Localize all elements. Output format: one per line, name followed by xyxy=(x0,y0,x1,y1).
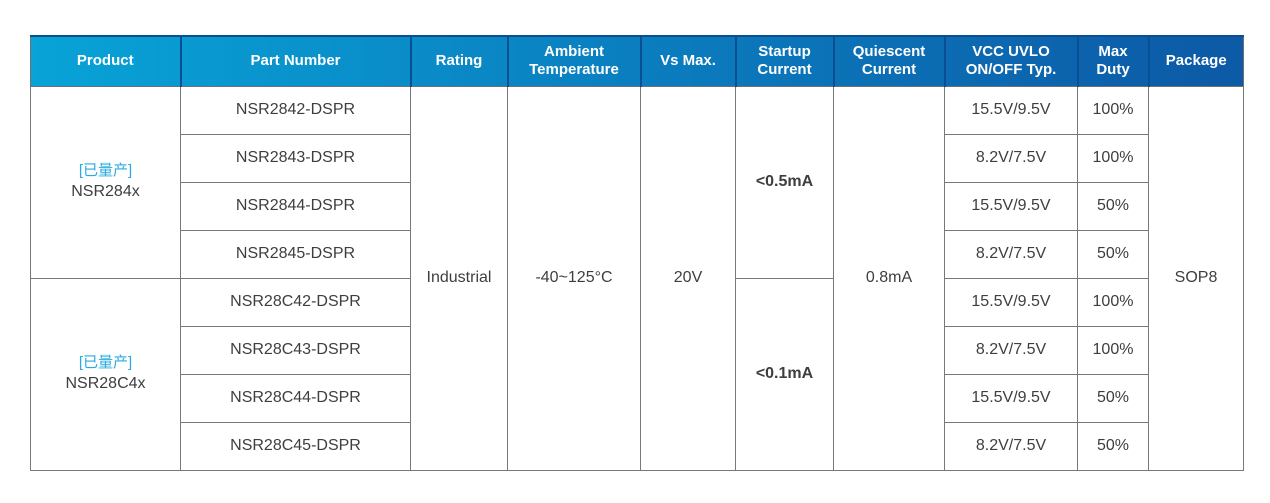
cell-max-duty: 100% xyxy=(1077,325,1149,375)
cell-product-group-2: [已量产] NSR28C4x xyxy=(30,277,181,471)
table-body: [已量产] NSR284x NSR2842-DSPR Industrial -4… xyxy=(30,85,1244,471)
cell-vcc-uvlo: 15.5V/9.5V xyxy=(944,373,1078,423)
cell-part-number: NSR28C44-DSPR xyxy=(180,373,411,423)
cell-part-number: NSR2842-DSPR xyxy=(180,85,411,135)
cell-max-duty: 100% xyxy=(1077,133,1149,183)
column-header-part-number: Part Number xyxy=(179,35,411,87)
product-name: NSR284x xyxy=(71,183,140,201)
column-header-rating: Rating xyxy=(409,35,508,87)
column-header-max-duty: Max Duty xyxy=(1076,35,1149,87)
cell-vcc-uvlo: 8.2V/7.5V xyxy=(944,421,1078,471)
table-row: [已量产] NSR284x NSR2842-DSPR Industrial -4… xyxy=(30,85,1244,471)
cell-product-group-1: [已量产] NSR284x xyxy=(30,85,181,279)
column-header-startup-current: Startup Current xyxy=(734,35,834,87)
cell-vcc-uvlo: 15.5V/9.5V xyxy=(944,181,1078,231)
cell-max-duty: 50% xyxy=(1077,421,1149,471)
cell-vcc-uvlo: 8.2V/7.5V xyxy=(944,229,1078,279)
cell-max-duty: 50% xyxy=(1077,229,1149,279)
cell-part-number: NSR28C42-DSPR xyxy=(180,277,411,327)
cell-startup-current-group-1: <0.5mA xyxy=(735,85,834,279)
spec-table-container: Product Part Number Rating Ambient Tempe… xyxy=(30,35,1244,471)
cell-part-number: NSR2843-DSPR xyxy=(180,133,411,183)
column-header-product: Product xyxy=(30,35,181,87)
cell-part-number: NSR2845-DSPR xyxy=(180,229,411,279)
column-header-quiescent-current: Quiescent Current xyxy=(832,35,945,87)
table-row: NSR2845-DSPR 8.2V/7.5V 50% xyxy=(31,229,1244,279)
cell-vs-max: 20V xyxy=(640,85,736,471)
cell-max-duty: 50% xyxy=(1077,181,1149,231)
cell-rating: Industrial xyxy=(410,85,508,471)
product-status-label: [已量产] xyxy=(78,354,133,372)
column-header-vs-max: Vs Max. xyxy=(639,35,736,87)
table-row: [已量产] NSR28C4x NSR28C42-DSPR <0.1mA 15.5… xyxy=(30,277,1244,471)
cell-vcc-uvlo: 8.2V/7.5V xyxy=(944,133,1078,183)
table-header: Product Part Number Rating Ambient Tempe… xyxy=(30,35,1244,87)
cell-part-number: NSR2844-DSPR xyxy=(180,181,411,231)
product-name: NSR28C4x xyxy=(65,375,146,393)
cell-max-duty: 100% xyxy=(1077,277,1149,327)
cell-max-duty: 100% xyxy=(1077,85,1149,135)
table-row: NSR28C45-DSPR 8.2V/7.5V 50% xyxy=(31,421,1244,471)
cell-part-number: NSR28C45-DSPR xyxy=(180,421,411,471)
table-row: NSR2844-DSPR 15.5V/9.5V 50% xyxy=(31,181,1244,231)
column-header-package: Package xyxy=(1147,35,1244,87)
cell-vcc-uvlo: 15.5V/9.5V xyxy=(944,277,1078,327)
cell-startup-current-group-2: <0.1mA xyxy=(735,277,834,471)
product-spec-table: Product Part Number Rating Ambient Tempe… xyxy=(30,35,1244,471)
header-row: Product Part Number Rating Ambient Tempe… xyxy=(30,35,1244,87)
cell-package: SOP8 xyxy=(1148,85,1244,471)
cell-vcc-uvlo: 15.5V/9.5V xyxy=(944,85,1078,135)
product-status-label: [已量产] xyxy=(78,162,133,180)
cell-max-duty: 50% xyxy=(1077,373,1149,423)
column-header-ambient-temperature: Ambient Temperature xyxy=(506,35,641,87)
cell-vcc-uvlo: 8.2V/7.5V xyxy=(944,325,1078,375)
table-row: NSR28C44-DSPR 15.5V/9.5V 50% xyxy=(31,373,1244,423)
column-header-vcc-uvlo: VCC UVLO ON/OFF Typ. xyxy=(943,35,1078,87)
cell-ambient-temperature: -40~125°C xyxy=(507,85,641,471)
cell-part-number: NSR28C43-DSPR xyxy=(180,325,411,375)
table-row: NSR28C43-DSPR 8.2V/7.5V 100% xyxy=(31,325,1244,375)
cell-quiescent-current: 0.8mA xyxy=(833,85,945,471)
table-row: NSR2843-DSPR 8.2V/7.5V 100% xyxy=(31,133,1244,183)
